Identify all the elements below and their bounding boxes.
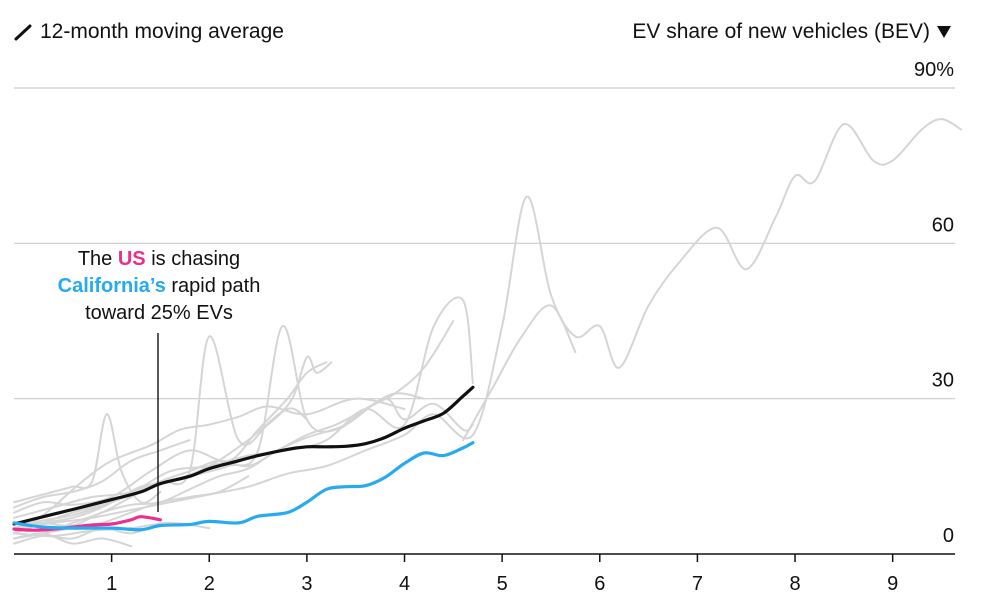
- other-country-lines: [13, 118, 962, 548]
- x-tick-label: 3: [301, 573, 312, 595]
- us-label: US: [117, 248, 146, 270]
- metric-label[interactable]: EV share of new vehicles (BEV): [632, 20, 930, 43]
- annotation-line-1: The US is chasing: [20, 246, 298, 273]
- x-tick-label: 8: [789, 573, 800, 595]
- legend-label: 12-month moving average: [40, 20, 284, 43]
- other-series-line: [13, 296, 474, 519]
- gridlines: [14, 87, 955, 400]
- annotation-text: The: [77, 248, 113, 270]
- average-line: [12, 385, 475, 526]
- us-line: [12, 515, 162, 532]
- other-series-line: [13, 118, 962, 530]
- other-series-line: [13, 335, 333, 530]
- other-series-line: [13, 532, 133, 548]
- x-tick-label: 1: [106, 573, 117, 595]
- other-series-line: [13, 397, 406, 535]
- other-series-line: [13, 361, 328, 514]
- california-line: [12, 441, 475, 532]
- diagonal-line-icon: [14, 24, 32, 41]
- x-tick-label: 7: [692, 573, 703, 595]
- x-tick-label: 6: [594, 573, 605, 595]
- y-tick-label: 90%: [914, 59, 954, 81]
- other-series-line: [13, 392, 425, 540]
- other-series-line: [13, 439, 191, 509]
- annotation-text: rapid path: [171, 275, 261, 297]
- other-series-line: [13, 475, 250, 540]
- annotation-line-2: California’s rapid path: [20, 273, 298, 300]
- annotation: The US is chasing California’s rapid pat…: [20, 246, 298, 327]
- legend: 12-month moving average: [14, 20, 284, 44]
- annotation-text: is chasing: [151, 248, 241, 270]
- x-tick-label: 5: [497, 573, 508, 595]
- california-label: California’s: [57, 275, 166, 297]
- y-tick-label: 60: [932, 214, 954, 236]
- y-tick-label: 30: [932, 370, 954, 392]
- y-tick-label: 0: [943, 525, 954, 547]
- other-series-line: [462, 304, 577, 442]
- highlight-lines: [12, 385, 475, 532]
- x-tick-label: 4: [399, 573, 410, 595]
- metric-selector[interactable]: EV share of new vehicles (BEV): [632, 20, 952, 44]
- triangle-down-icon[interactable]: [936, 25, 952, 39]
- x-tick-label: 2: [204, 573, 215, 595]
- axes: 0 30 60 90% 1 2 3 4 5 6 7 8 9: [14, 59, 955, 595]
- annotation-line-3: toward 25% EVs: [85, 302, 233, 324]
- x-tick-label: 9: [887, 573, 898, 595]
